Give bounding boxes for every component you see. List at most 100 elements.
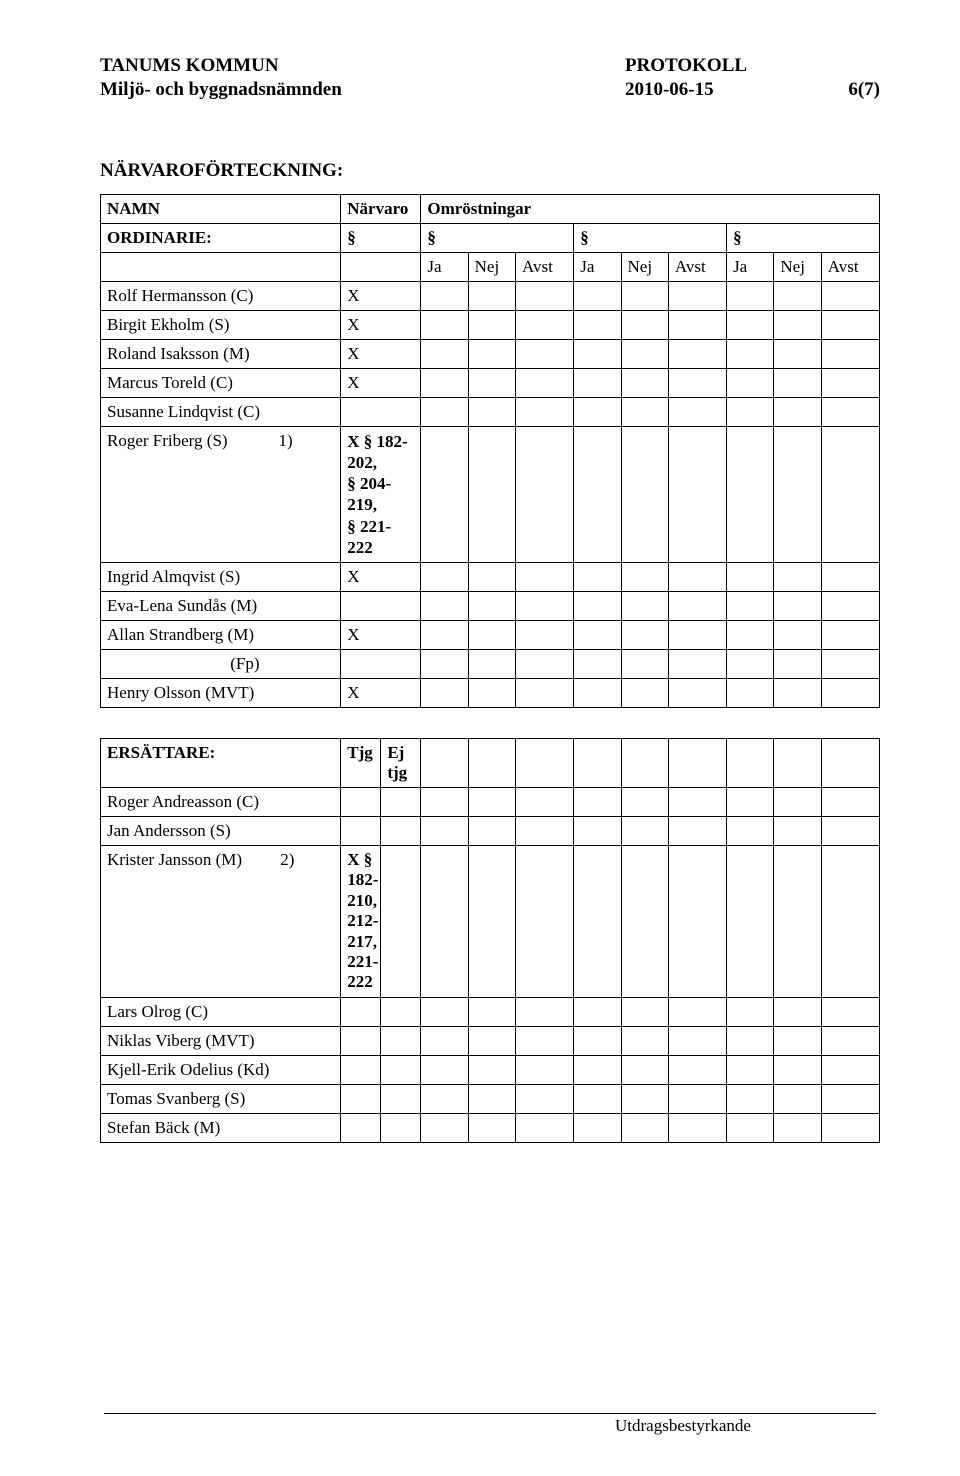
vote-cell	[727, 397, 774, 426]
vote-cell	[727, 1026, 774, 1055]
vote-cell	[774, 339, 821, 368]
vote-cell	[621, 1026, 668, 1055]
vote-cell	[574, 817, 621, 846]
th-section-2: §	[421, 223, 574, 252]
vote-cell	[468, 339, 515, 368]
vote-cell	[727, 426, 774, 563]
table-row: Eva-Lena Sundås (M)	[101, 592, 880, 621]
vote-cell	[421, 1084, 468, 1113]
th-ja-2: Ja	[574, 252, 621, 281]
vote-cell	[621, 426, 668, 563]
tjg-cell	[341, 1113, 381, 1142]
vote-cell	[515, 679, 573, 708]
vote-cell	[468, 997, 515, 1026]
narvaro-cell: X	[341, 621, 421, 650]
vote-cell	[668, 310, 726, 339]
narvaro-cell	[341, 650, 421, 679]
tjg-cell: X § 182- 210, 212- 217, 221- 222	[341, 846, 381, 998]
table-row: Rolf Hermansson (C)X	[101, 281, 880, 310]
vote-cell	[574, 281, 621, 310]
tjg-cell	[341, 788, 381, 817]
vote-cell	[515, 997, 573, 1026]
tjg-cell	[341, 817, 381, 846]
vote-cell	[468, 563, 515, 592]
vote-cell	[421, 592, 468, 621]
ej-tjg-cell	[381, 1113, 421, 1142]
vote-cell	[421, 846, 468, 998]
vote-cell	[515, 846, 573, 998]
th-ersattare: ERSÄTTARE:	[101, 739, 341, 788]
vote-cell	[668, 592, 726, 621]
vote-cell	[821, 281, 879, 310]
footer-label: Utdragsbestyrkande	[490, 1416, 876, 1436]
vote-cell	[668, 1084, 726, 1113]
th-tjg: Tjg	[341, 739, 381, 788]
narvaro-cell: X	[341, 679, 421, 708]
vote-cell	[468, 679, 515, 708]
vote-cell	[668, 339, 726, 368]
vote-cell	[515, 621, 573, 650]
table-row: Birgit Ekholm (S)X	[101, 310, 880, 339]
narvaro-cell: X § 182-202, § 204-219, § 221-222	[341, 426, 421, 563]
vote-cell	[774, 650, 821, 679]
vote-cell	[821, 788, 879, 817]
vote-cell	[621, 339, 668, 368]
member-name: Ingrid Almqvist (S)	[101, 563, 341, 592]
vote-cell	[727, 817, 774, 846]
vote-cell	[668, 426, 726, 563]
vote-cell	[574, 650, 621, 679]
vote-cell	[515, 397, 573, 426]
th-section-1: §	[341, 223, 421, 252]
vote-cell	[821, 310, 879, 339]
th-narvaro: Närvaro	[341, 194, 421, 223]
tjg-cell	[341, 1026, 381, 1055]
narvaro-cell: X	[341, 281, 421, 310]
vote-cell	[821, 397, 879, 426]
ersattare-table: ERSÄTTARE: Tjg Ej tjg Roger Andreasson (…	[100, 738, 880, 1143]
th-avst-2: Avst	[668, 252, 726, 281]
member-name: Allan Strandberg (M)	[101, 621, 341, 650]
e-empty	[774, 739, 821, 788]
vote-cell	[421, 621, 468, 650]
vote-cell	[421, 339, 468, 368]
ej-tjg-cell	[381, 997, 421, 1026]
member-name: Birgit Ekholm (S)	[101, 310, 341, 339]
substitute-name: Niklas Viberg (MVT)	[101, 1026, 341, 1055]
substitute-name: Krister Jansson (M) 2)	[101, 846, 341, 998]
ej-tjg-cell	[381, 788, 421, 817]
tjg-cell	[341, 997, 381, 1026]
vote-cell	[621, 563, 668, 592]
vote-cell	[727, 997, 774, 1026]
vote-cell	[668, 1026, 726, 1055]
vote-cell	[821, 817, 879, 846]
vote-cell	[421, 997, 468, 1026]
vote-cell	[727, 592, 774, 621]
vote-cell	[421, 1026, 468, 1055]
vote-cell	[621, 310, 668, 339]
th-nej-2: Nej	[621, 252, 668, 281]
vote-cell	[515, 788, 573, 817]
vote-cell	[821, 368, 879, 397]
substitute-name: Stefan Bäck (M)	[101, 1113, 341, 1142]
member-name: Roger Friberg (S) 1)	[101, 426, 341, 563]
vote-cell	[468, 650, 515, 679]
table-row: Susanne Lindqvist (C)	[101, 397, 880, 426]
vote-cell	[774, 426, 821, 563]
vote-cell	[515, 1084, 573, 1113]
vote-cell	[468, 1055, 515, 1084]
th-ja-1: Ja	[421, 252, 468, 281]
vote-cell	[468, 846, 515, 998]
vote-cell	[821, 679, 879, 708]
vote-cell	[727, 1084, 774, 1113]
vote-cell	[574, 310, 621, 339]
empty-name	[101, 252, 341, 281]
vote-cell	[421, 563, 468, 592]
member-name: Henry Olsson (MVT)	[101, 679, 341, 708]
doc-date: 2010-06-15	[625, 79, 714, 100]
vote-cell	[774, 310, 821, 339]
vote-cell	[668, 397, 726, 426]
e-empty	[821, 739, 879, 788]
footer: Utdragsbestyrkande	[100, 1413, 880, 1436]
vote-cell	[421, 426, 468, 563]
ej-tjg-cell	[381, 1026, 421, 1055]
